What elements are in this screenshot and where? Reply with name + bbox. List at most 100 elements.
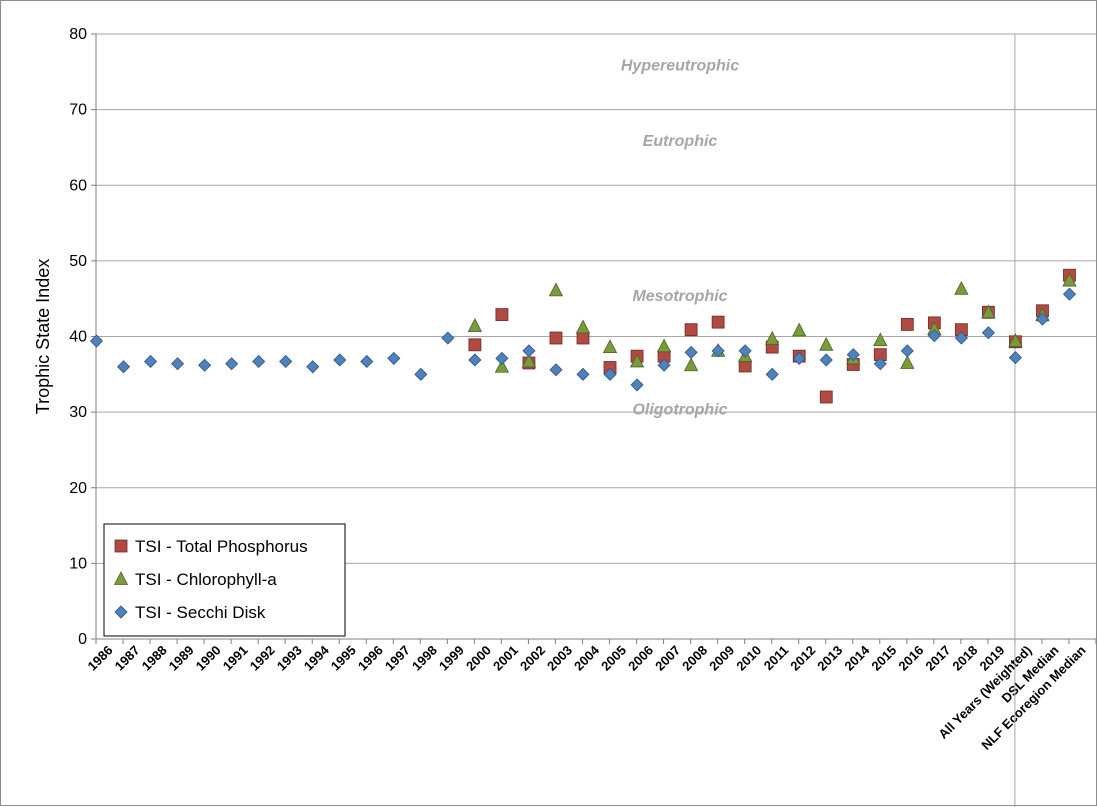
point-square [549,331,563,345]
x-tick-label: 2009 [706,643,737,674]
x-tick-label: 1994 [301,642,333,674]
point-square [900,317,914,331]
point-diamond [468,353,482,367]
x-tick-label: 1990 [193,643,224,674]
x-tick-label: 1993 [274,643,305,674]
point-diamond [225,357,239,371]
point-square [468,338,482,352]
point-diamond [171,357,185,371]
x-tick-label: 1987 [112,643,143,674]
point-diamond [495,351,509,365]
zone-label-mesotrophic: Mesotrophic [632,288,727,305]
point-triangle [873,332,888,347]
x-tick-label: 1998 [409,643,440,674]
point-diamond [306,360,320,374]
x-tick-label: 1996 [355,643,386,674]
point-diamond [900,344,914,358]
point-triangle [1062,272,1077,287]
x-tick-label: 2001 [490,643,521,674]
legend-box [103,523,346,637]
zone-label-oligotrophic: Oligotrophic [632,401,727,418]
y-tick-label: 0 [78,631,87,648]
legend-entry-label: TSI - Chlorophyll-a [135,570,277,589]
y-axis-title: Trophic State Index [33,259,53,414]
x-tick-label: 1999 [436,643,467,674]
point-diamond [279,354,293,369]
point-diamond [819,353,833,367]
point-diamond [711,344,725,358]
point-square [576,331,590,345]
point-diamond [765,367,779,381]
zone-label-hypereutrophic: Hypereutrophic [621,57,739,74]
point-diamond [387,351,401,365]
legend-marker-diamond [114,605,128,619]
legend-entry-label: TSI - Total Phosphorus [135,537,308,556]
x-tick-label: 1989 [166,643,197,674]
y-tick-label: 30 [69,404,87,421]
point-diamond [657,358,671,372]
y-tick-label: 80 [69,26,87,43]
x-tick-label: 2003 [544,643,575,674]
point-triangle [494,358,510,373]
point-diamond [441,331,455,345]
point-diamond [684,345,698,359]
point-triangle [792,322,807,337]
y-tick-label: 70 [69,102,87,119]
axes: 0102030405060708019861987198819891990199… [33,26,1097,807]
point-diamond [549,363,563,377]
point-triangle [954,280,969,295]
legend-marker-triangle [113,571,129,585]
x-tick-label: 2014 [841,642,873,674]
point-triangle [602,339,618,353]
point-diamond [873,357,887,371]
point-diamond [522,344,536,358]
x-tick-label: 2015 [868,643,899,674]
y-tick-label: 40 [69,329,87,346]
point-diamond [414,367,428,381]
point-diamond [89,334,104,348]
point-triangle [1008,333,1023,347]
point-triangle [656,338,672,353]
zone-labels: Hypereutrophic Eutrophic Mesotrophic Oligot… [621,57,739,418]
point-triangle [683,357,699,372]
x-tick-label: 1997 [382,643,413,674]
point-diamond [1062,287,1077,301]
point-diamond [846,348,860,362]
point-triangle [575,319,591,334]
point-triangle [467,318,483,332]
point-diamond [927,329,941,343]
point-diamond [576,367,590,381]
point-diamond [792,351,806,365]
point-square [495,308,509,321]
zone-label-eutrophic: Eutrophic [643,133,718,150]
point-triangle [819,336,834,351]
x-tick-label: 2013 [814,643,845,674]
point-triangle [629,353,645,368]
point-diamond [116,360,131,374]
point-diamond [738,344,752,358]
legend-marker-square [114,539,128,553]
point-triangle [981,304,996,319]
legend: TSI - Total Phosphorus TSI - Chlorophyll-… [103,523,346,637]
point-triangle [548,282,564,297]
x-tick-label: 2017 [922,643,953,674]
point-diamond [198,358,212,372]
x-tick-label: 2002 [517,643,548,674]
point-diamond [1035,312,1050,326]
y-tick-label: 50 [69,253,87,270]
point-triangle [900,355,915,369]
point-diamond [360,354,374,369]
x-tick-label: 2010 [733,643,764,674]
x-tick-label: 1988 [139,643,170,674]
point-diamond [144,354,158,369]
x-tick-label: 1992 [247,643,278,674]
x-tick-label: 2007 [652,643,683,674]
x-tick-label: 2008 [679,643,710,674]
x-tick-label: 1991 [220,643,251,674]
x-tick-label: 2006 [625,643,656,674]
point-triangle [765,330,780,345]
x-tick-label: 2011 [761,643,792,674]
y-tick-label: 20 [69,480,87,497]
